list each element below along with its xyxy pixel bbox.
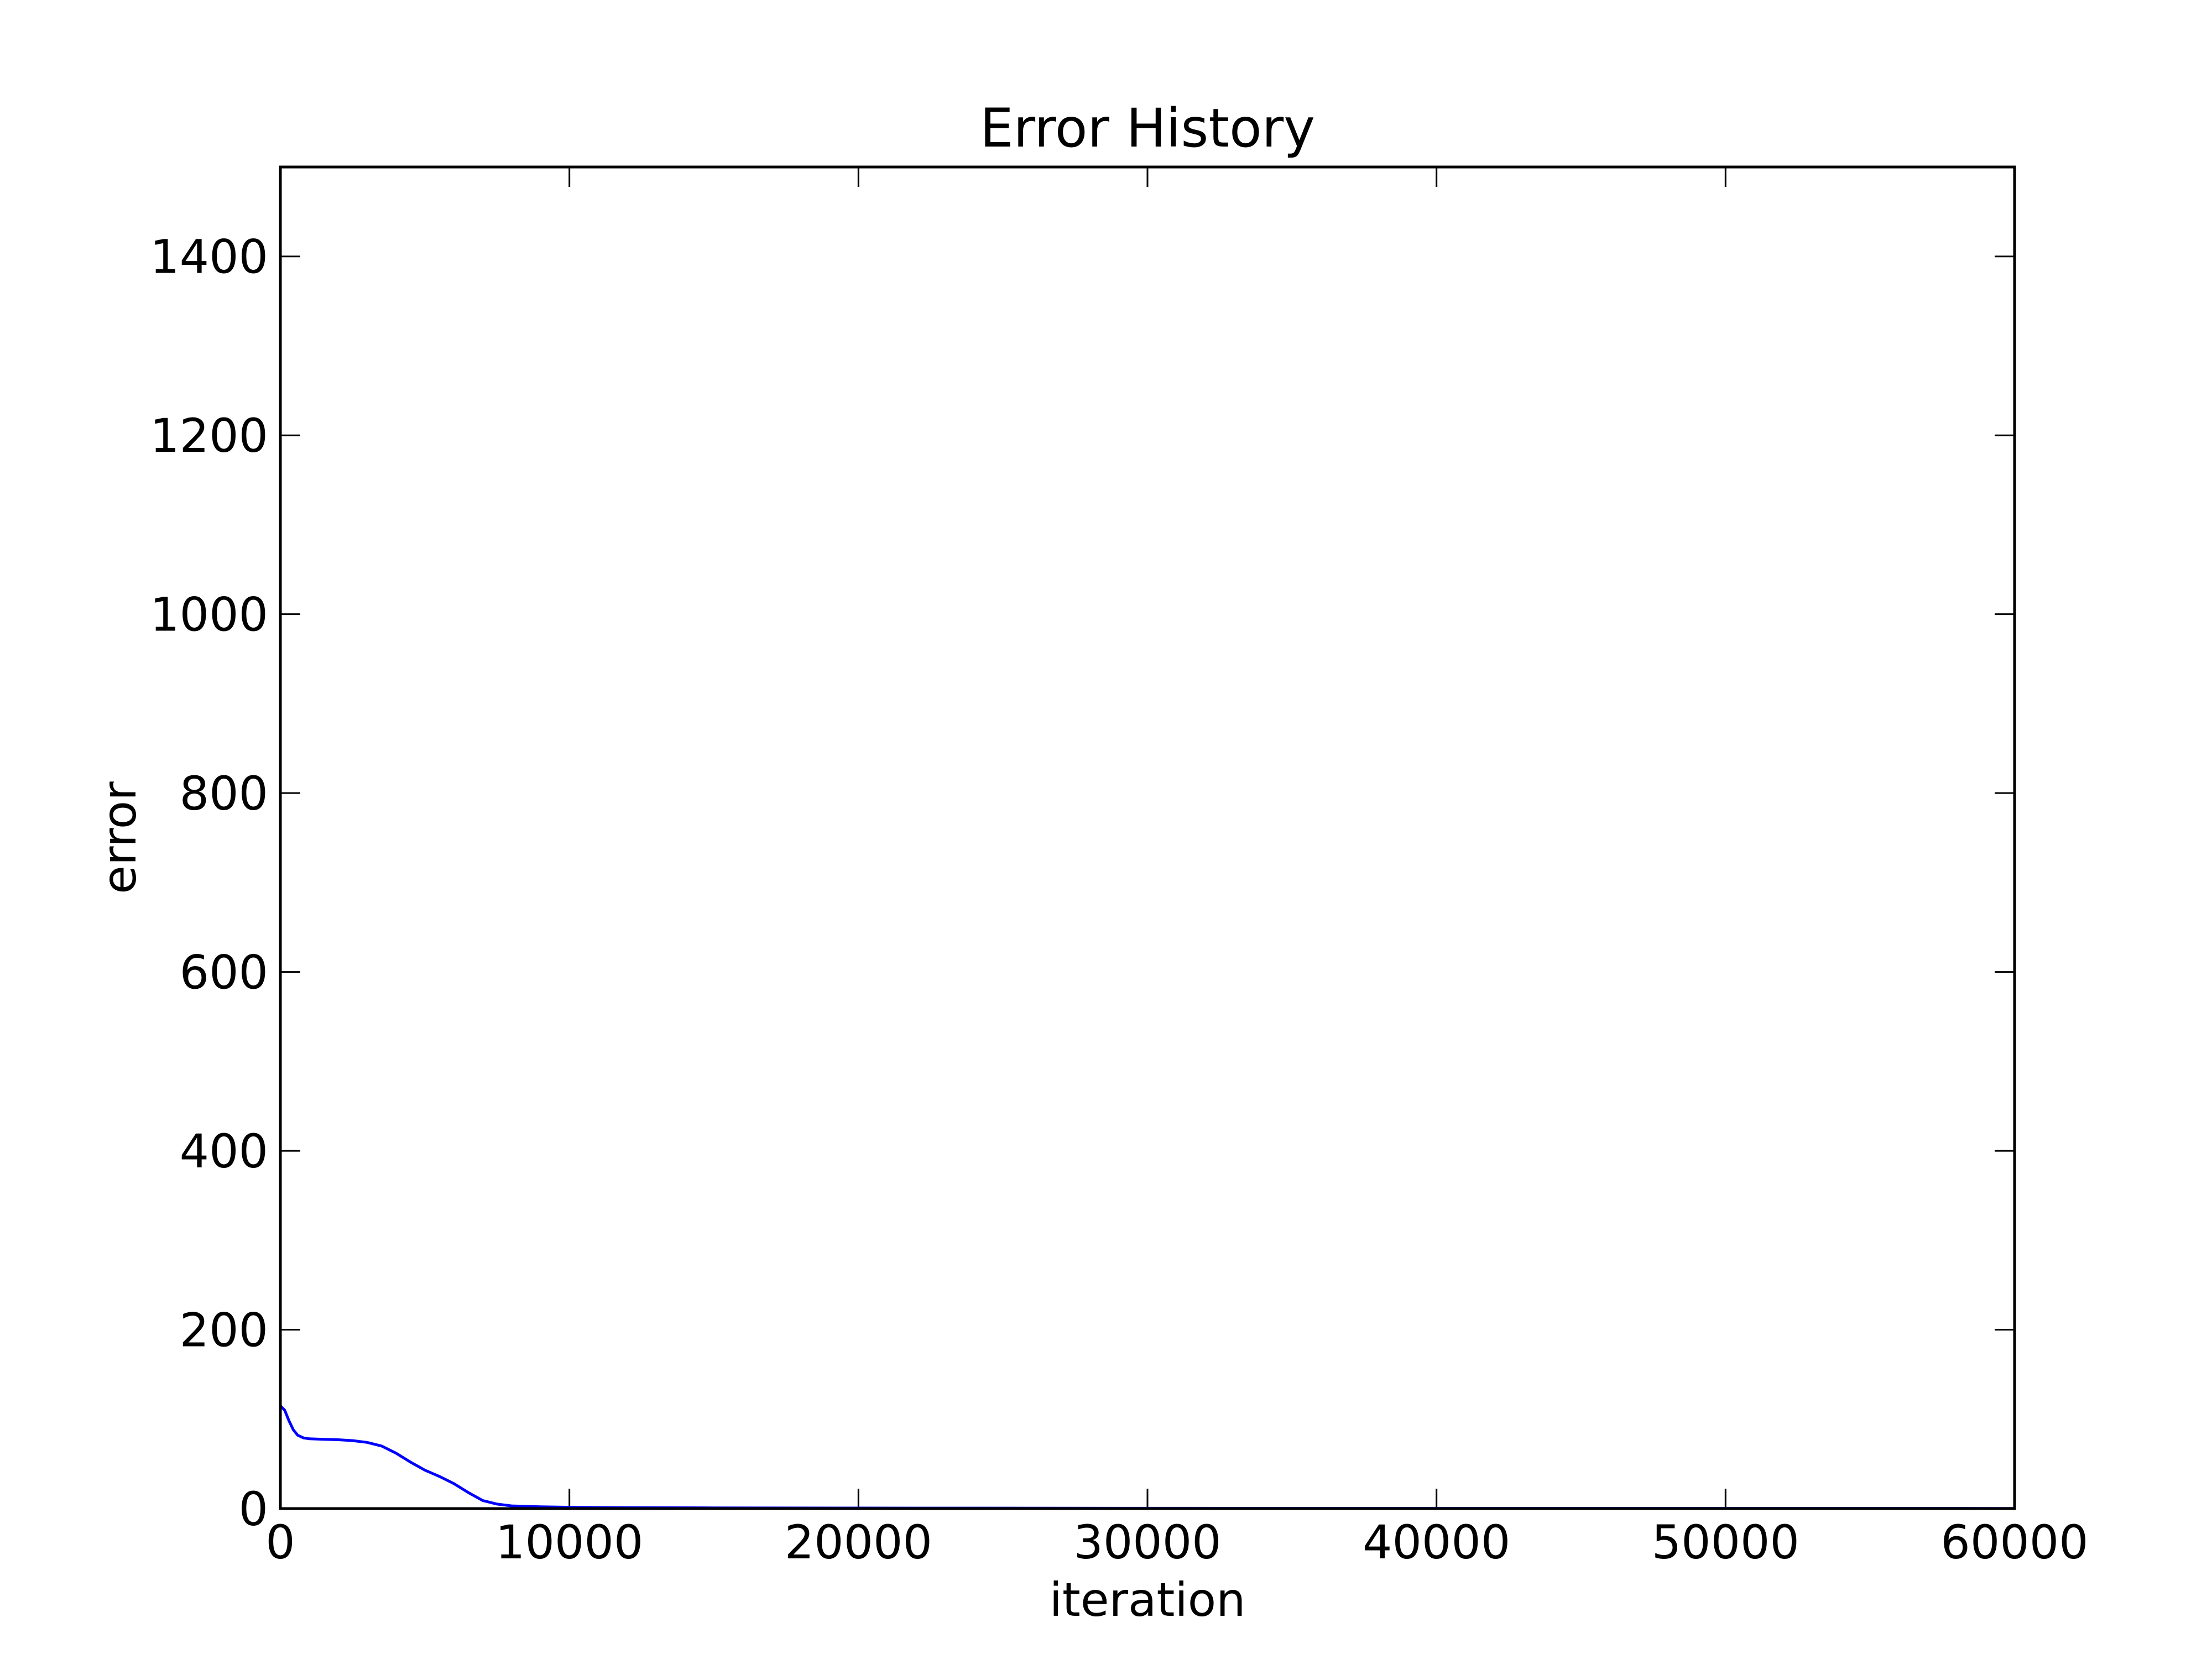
chart-title: Error History <box>980 97 1315 159</box>
plot-area <box>280 167 2015 1509</box>
y-axis-label: error <box>92 781 147 894</box>
y-tick-label: 400 <box>180 1124 268 1178</box>
y-tick-label: 1400 <box>150 230 268 284</box>
x-tick-label: 10000 <box>495 1515 643 1569</box>
x-tick-label: 60000 <box>1940 1515 2088 1569</box>
x-axis-label: iteration <box>1050 1573 1246 1627</box>
plot-frame <box>279 165 2016 1510</box>
y-tick-label: 200 <box>180 1303 268 1358</box>
y-tick-label: 1000 <box>150 588 268 642</box>
y-tick-label: 600 <box>180 946 268 1000</box>
x-tick-label: 40000 <box>1363 1515 1510 1569</box>
x-tick-label: 50000 <box>1652 1515 1799 1569</box>
y-tick-labels: 0 200 400 600 800 1000 1200 1400 <box>150 230 268 1536</box>
x-tick-label: 0 <box>265 1515 295 1569</box>
y-tick-label: 1200 <box>150 409 268 463</box>
x-tick-label: 20000 <box>785 1515 932 1569</box>
x-tick-labels: 0 10000 20000 30000 40000 50000 60000 <box>265 1515 2088 1569</box>
y-tick-label: 800 <box>180 766 268 821</box>
x-tick-label: 30000 <box>1073 1515 1221 1569</box>
y-tick-label: 0 <box>239 1482 268 1536</box>
